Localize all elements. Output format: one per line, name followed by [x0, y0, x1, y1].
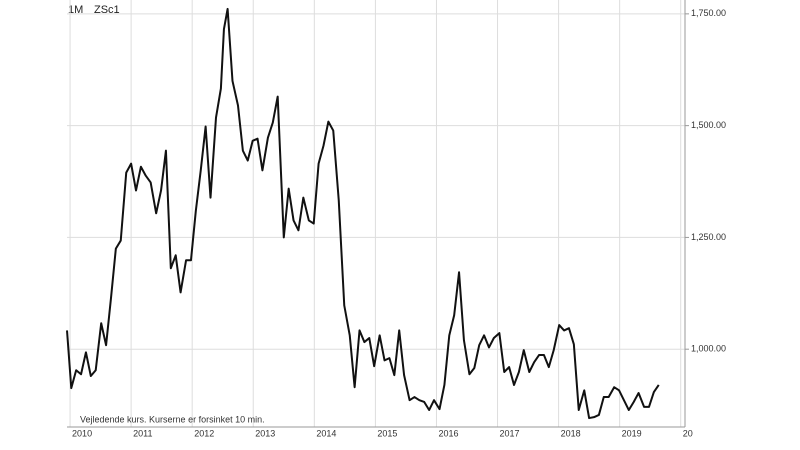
- y-tick-label: 1,500.00: [691, 120, 726, 130]
- x-tick-label: 2014: [316, 428, 336, 438]
- x-tick-label: 2011: [133, 428, 152, 438]
- y-tick-label: 1,000.00: [691, 344, 726, 354]
- chart-title: ZSc1: [94, 4, 120, 16]
- y-tick-label: 1,750.00: [691, 8, 726, 18]
- x-tick-label: 2018: [561, 428, 581, 438]
- footnote: Vejledende kurs. Kurserne er forsinket 1…: [80, 414, 265, 424]
- x-tick-label: 2012: [194, 428, 214, 438]
- x-tick-label: 2015: [377, 428, 397, 438]
- x-tick-label: 2019: [622, 428, 642, 438]
- y-tick-label: 1,250.00: [691, 232, 726, 242]
- x-tick-label: 2013: [255, 428, 275, 438]
- x-tick-label: 2017: [500, 428, 520, 438]
- x-tick-label: 2016: [438, 428, 458, 438]
- interval-label: 1M: [68, 4, 83, 16]
- price-line: [66, 7, 660, 420]
- x-tick-label: 2010: [72, 428, 92, 438]
- x-tick-label: 20: [683, 428, 693, 438]
